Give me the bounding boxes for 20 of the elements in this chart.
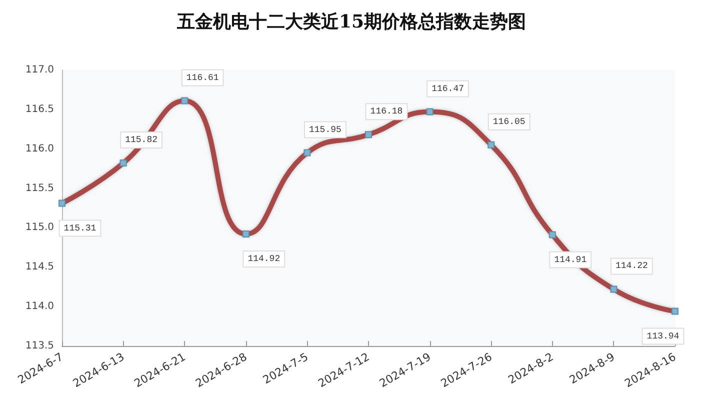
- chart-title: 五金机电十二大类近15期价格总指数走势图: [176, 12, 526, 32]
- data-label: 114.92: [248, 254, 280, 264]
- data-label: 116.05: [492, 116, 526, 127]
- data-label: 115.82: [125, 135, 158, 146]
- data-label: 116.61: [186, 72, 219, 83]
- y-tick-label: 114.0: [25, 301, 54, 312]
- y-tick-label: 115.0: [25, 222, 54, 234]
- y-tick-label: 114.5: [25, 262, 54, 273]
- data-label: 114.22: [615, 261, 648, 272]
- data-label: 115.95: [308, 124, 342, 135]
- y-tick-label: 116.5: [25, 104, 54, 115]
- y-tick-label: 113.5: [25, 340, 54, 352]
- data-label: 116.47: [432, 84, 464, 94]
- y-tick-label: 117.0: [25, 64, 54, 76]
- data-label: 114.91: [554, 254, 587, 265]
- data-label: 115.31: [64, 223, 96, 234]
- data-label: 113.94: [646, 331, 680, 342]
- data-label: 116.18: [370, 106, 403, 117]
- y-tick-label: 116.0: [25, 143, 54, 154]
- y-tick-label: 115.5: [25, 182, 54, 194]
